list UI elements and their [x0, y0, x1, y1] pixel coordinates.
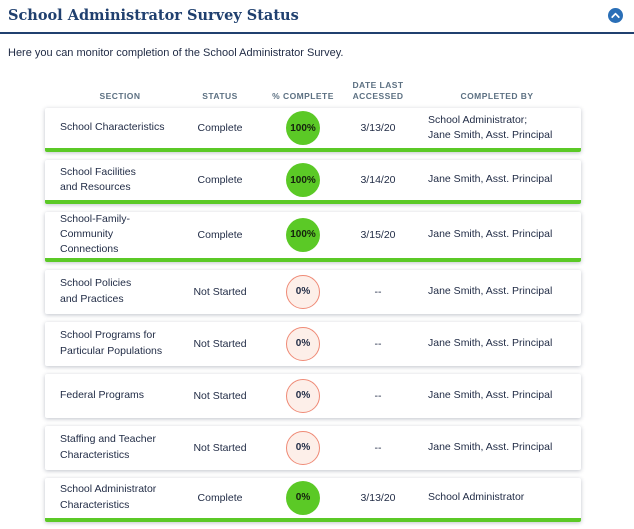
percent-badge: 0% [286, 480, 320, 515]
completed-by-cell: Jane Smith, Asst. Principal [428, 173, 553, 186]
table-row: School Policies and Practices Not Starte… [45, 269, 581, 314]
section-cell: Staffing and Teacher Characteristics [60, 433, 156, 461]
section-cell: School Facilities and Resources [60, 165, 136, 193]
completed-by-cell: School Administrator [428, 491, 525, 504]
table-row: Staffing and Teacher Characteristics Not… [45, 425, 581, 470]
percent-badge: 0% [286, 326, 320, 361]
status-cell: Not Started [193, 441, 247, 454]
column-header-completed-by: COMPLETED BY [460, 90, 534, 101]
percent-badge: 0% [286, 378, 320, 413]
page-title: School Administrator Survey Status [8, 6, 299, 24]
section-cell: School-Family-Community Connections [60, 213, 131, 256]
percent-badge: 100% [286, 111, 320, 145]
column-header-status: STATUS [202, 90, 238, 101]
date-last-accessed-cell: -- [374, 285, 382, 298]
completed-by-cell: Jane Smith, Asst. Principal [428, 389, 553, 402]
percent-cell: 0% [260, 326, 346, 361]
column-header-section: SECTION [99, 90, 141, 101]
percent-badge: 0% [286, 274, 320, 309]
completed-by-cell: Jane Smith, Asst. Principal [428, 285, 553, 298]
status-cell: Complete [197, 122, 243, 134]
status-cell: Not Started [193, 389, 247, 402]
date-last-accessed-cell: -- [374, 441, 382, 454]
percent-badge: 100% [286, 217, 320, 252]
column-header-date-last-accessed: DATE LAST ACCESSED [352, 79, 404, 101]
percent-cell: 0% [260, 274, 346, 309]
table-row: School Facilities and Resources Complete… [45, 160, 581, 204]
status-cell: Complete [197, 228, 243, 241]
completed-by-cell: Jane Smith, Asst. Principal [428, 228, 553, 241]
percent-badge: 0% [286, 430, 320, 465]
table-row: School Administrator Characteristics Com… [45, 477, 581, 522]
percent-cell: 100% [260, 111, 346, 145]
percent-cell: 0% [260, 480, 346, 515]
percent-cell: 100% [260, 217, 346, 252]
percent-cell: 0% [260, 378, 346, 413]
intro-text: Here you can monitor completion of the S… [8, 47, 344, 59]
table-row: School Characteristics Complete 100% 3/1… [45, 108, 581, 152]
completed-by-cell: School Administrator; Jane Smith, Asst. … [428, 113, 553, 141]
completed-by-cell: Jane Smith, Asst. Principal [428, 441, 553, 454]
percent-cell: 0% [260, 430, 346, 465]
status-cell: Not Started [193, 337, 247, 350]
date-last-accessed-cell: 3/14/20 [360, 174, 396, 186]
survey-status-table: SECTION STATUS % COMPLETE DATE LAST ACCE… [45, 71, 581, 522]
status-cell: Complete [197, 491, 243, 504]
date-last-accessed-cell: -- [374, 337, 382, 350]
date-last-accessed-cell: 3/15/20 [360, 228, 396, 241]
date-last-accessed-cell: 3/13/20 [360, 122, 396, 134]
section-cell: School Characteristics [60, 121, 165, 134]
column-header-percent-complete: % COMPLETE [272, 90, 334, 101]
section-cell: School Administrator Characteristics [60, 483, 157, 511]
chevron-up-icon [607, 7, 623, 23]
status-cell: Not Started [193, 285, 247, 298]
percent-cell: 100% [260, 163, 346, 197]
date-last-accessed-cell: 3/13/20 [360, 491, 396, 504]
percent-badge: 100% [286, 163, 320, 197]
table-row: School-Family-Community Connections Comp… [45, 212, 581, 262]
status-cell: Complete [197, 174, 243, 186]
section-cell: School Policies and Practices [60, 277, 132, 305]
table-header-row: SECTION STATUS % COMPLETE DATE LAST ACCE… [45, 71, 581, 103]
section-cell: Federal Programs [60, 389, 145, 402]
date-last-accessed-cell: -- [374, 389, 382, 402]
section-cell: School Programs for Particular Populatio… [60, 329, 163, 357]
panel-header: School Administrator Survey Status [0, 0, 634, 34]
completed-by-cell: Jane Smith, Asst. Principal [428, 337, 553, 350]
table-row: School Programs for Particular Populatio… [45, 321, 581, 366]
collapse-panel-button[interactable] [606, 6, 624, 24]
table-row: Federal Programs Not Started 0% -- Jane … [45, 373, 581, 418]
